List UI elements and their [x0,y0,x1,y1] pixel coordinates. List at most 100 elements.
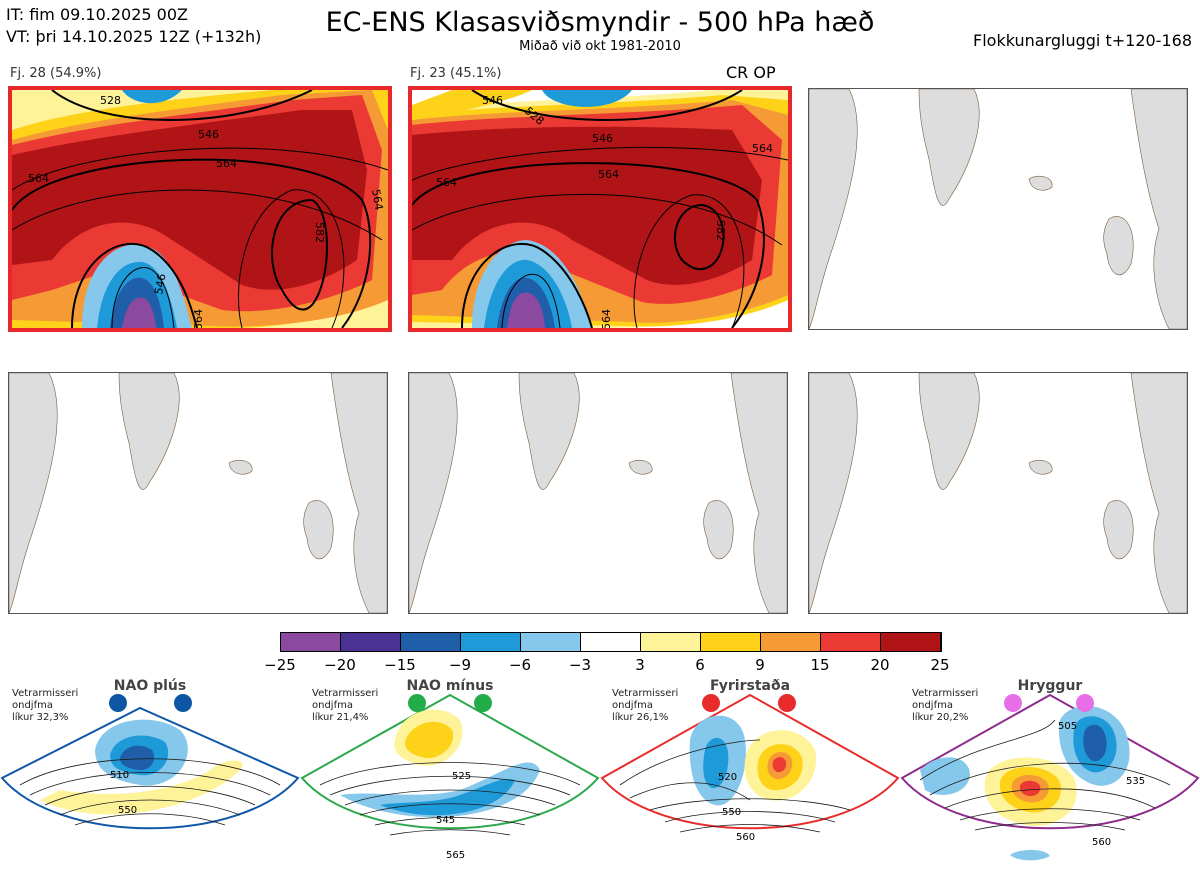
cluster-map-3-svg [809,89,1187,329]
regime-title: Hryggur [1017,678,1083,694]
page-title: EC-ENS Klasasviðsmyndir - 500 hPa hæð [325,7,875,38]
svg-text:582: 582 [313,222,326,243]
colorbar-tick-label: −20 [324,656,356,674]
cluster-map-5-svg [409,373,787,613]
colorbar-cell [881,633,941,651]
colorbar-tick-label: 6 [695,656,705,674]
regime-title: NAO mínus [406,678,494,694]
svg-text:564: 564 [216,157,237,170]
colorbar-cell [341,633,401,651]
svg-text:564: 564 [436,176,457,189]
regime-title: Fyrirstaða [709,678,791,694]
colorbar-cell [701,633,761,651]
colorbar-cell [641,633,701,651]
svg-text:546: 546 [592,132,613,145]
colorbar-tick-label: −25 [264,656,296,674]
regime-contour-label: 525 [452,771,471,782]
cr-op-label: CR OP [726,63,776,82]
cluster-map-2-svg: 546 528 546 564 564 564 582 564 [412,90,788,328]
cluster-map-3[interactable] [808,88,1188,330]
colorbar-cell [761,633,821,651]
colorbar-cells [280,632,942,652]
colorbar-tick-label: −6 [508,656,532,674]
svg-text:564: 564 [192,309,205,328]
svg-text:564: 564 [600,309,613,328]
regime-contour-label: 550 [722,807,741,818]
regime-note-line: Vetrarmisseri [912,688,979,699]
cluster-map-1-svg: 528 546 564 564 546 582 564 564 [12,90,388,328]
colorbar-cell [521,633,581,651]
regime-note-line: ondjfma [312,700,353,711]
regime-note-line: Vetrarmisseri [312,688,379,699]
colorbar-tick-label: −15 [384,656,416,674]
cluster-map-6-svg [809,373,1187,613]
colorbar-cell [821,633,881,651]
regime-note-line: ondjfma [612,700,653,711]
regime-title: NAO plús [113,678,187,694]
colorbar-tick-label: 15 [810,656,830,674]
regime-blocking: Fyrirstaða Vetrarmisseri ondjfma líkur 2… [600,678,900,870]
cluster-map-4-svg [9,373,387,613]
regime-contour-label: 535 [1126,776,1145,787]
regime-note: Vetrarmisseri ondjfma líkur 20,2% [912,688,978,724]
cluster-map-2[interactable]: 546 528 546 564 564 564 582 564 [408,86,792,332]
regime-probability: líkur 20,2% [912,712,969,723]
header-info: IT: fim 09.10.2025 00Z VT: þri 14.10.202… [6,4,261,48]
colorbar: −25 −20 −15 −9 −6 −3 3 6 9 15 20 25 [264,632,950,676]
svg-text:546: 546 [198,128,219,141]
colorbar-tick-label: −3 [568,656,592,674]
regime-note-line: ondjfma [12,700,53,711]
colorbar-cell [401,633,461,651]
svg-text:582: 582 [714,220,727,241]
svg-text:564: 564 [369,188,385,211]
regime-contour-label: 520 [718,772,737,783]
colorbar-tick-label: 20 [870,656,890,674]
regime-contour-label: 560 [736,832,755,843]
colorbar-cell [281,633,341,651]
regime-contour-label: 565 [446,850,465,861]
regime-note: Vetrarmisseri ondjfma líkur 32,3% [12,688,78,724]
regime-map: 505 535 560 [900,693,1200,861]
regime-note-line: Vetrarmisseri [612,688,679,699]
svg-text:528: 528 [100,94,121,107]
regime-note: Vetrarmisseri ondjfma líkur 21,4% [312,688,378,724]
colorbar-tick-label: 9 [755,656,765,674]
page-subtitle: Miðað við okt 1981-2010 [519,39,681,54]
regime-note-line: Vetrarmisseri [12,688,79,699]
svg-text:564: 564 [28,172,49,185]
cluster-map-4[interactable] [8,372,388,614]
regime-contour-label: 550 [118,805,137,816]
svg-text:564: 564 [752,142,773,155]
colorbar-cell [461,633,521,651]
regime-nao-minus: NAO mínus Vetrarmisseri ondjfma líkur 21… [300,678,600,870]
panel-label-2: Fj. 23 (45.1%) [410,66,502,81]
regime-contour-label: 510 [110,770,129,781]
svg-text:546: 546 [482,94,503,107]
regime-map: 525 545 565 [300,693,600,861]
regime-nao-plus: NAO plús Vetrarmisseri ondjfma líkur 32,… [0,678,300,870]
cluster-map-5[interactable] [408,372,788,614]
cluster-map-6[interactable] [808,372,1188,614]
regime-map: 520 550 560 [600,693,900,843]
svg-text:546: 546 [152,273,168,296]
init-time: IT: fim 09.10.2025 00Z [6,5,188,24]
colorbar-tick-label: 25 [930,656,950,674]
regime-note: Vetrarmisseri ondjfma líkur 26,1% [612,688,678,724]
svg-text:564: 564 [598,168,619,181]
classification-window: Flokkunargluggi t+120-168 [973,31,1192,50]
regime-contour-label: 545 [436,815,455,826]
regime-contour-label: 560 [1092,837,1111,848]
regime-probability: líkur 26,1% [612,712,669,723]
panel-label-1: Fj. 28 (54.9%) [10,66,102,81]
colorbar-tick-label: 3 [635,656,645,674]
valid-time: VT: þri 14.10.2025 12Z (+132h) [6,27,262,46]
cluster-map-1[interactable]: 528 546 564 564 546 582 564 564 [8,86,392,332]
regime-note-line: ondjfma [912,700,953,711]
colorbar-cell [581,633,641,651]
regime-probability: líkur 32,3% [12,712,69,723]
regime-contour-label: 505 [1058,721,1077,732]
regime-ridge: Hryggur Vetrarmisseri ondjfma líkur 20,2… [900,678,1200,870]
regime-probability: líkur 21,4% [312,712,369,723]
colorbar-tick-label: −9 [448,656,472,674]
regime-map: 510 550 [0,694,300,830]
